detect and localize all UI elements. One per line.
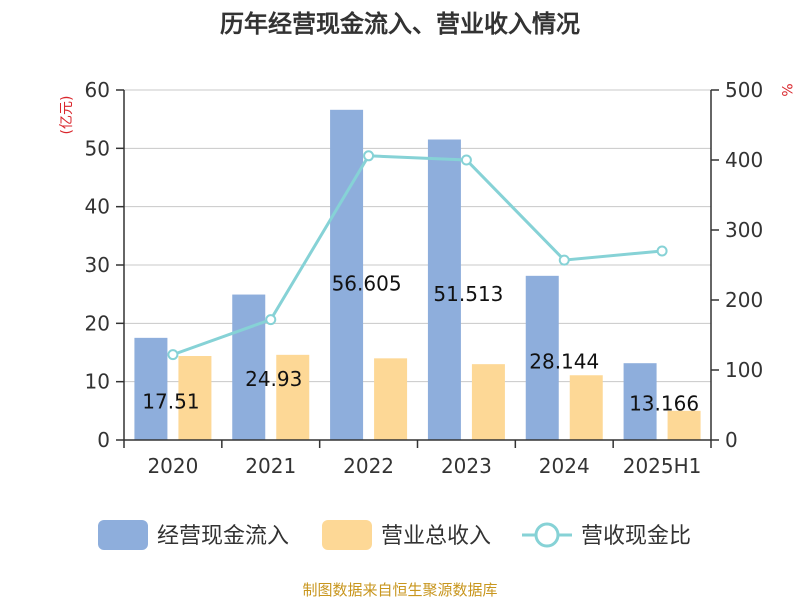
x-tick-label: 2023 bbox=[441, 454, 492, 478]
bar-labels: 17.51 24.93 56.605 51.513 28.144 13.166 bbox=[142, 272, 699, 416]
bar-value-label: 56.605 bbox=[332, 272, 402, 296]
bar-revenue[interactable] bbox=[374, 358, 408, 440]
bar-value-label: 13.166 bbox=[629, 391, 699, 415]
x-tick-label: 2021 bbox=[245, 454, 296, 478]
chart-title: 历年经营现金流入、营业收入情况 bbox=[220, 10, 580, 38]
bar-cashflow[interactable] bbox=[232, 294, 266, 440]
right-tick-label: 100 bbox=[725, 358, 763, 382]
legend-item-cashflow[interactable]: 经营现金流入 bbox=[98, 520, 289, 550]
ratio-point[interactable] bbox=[363, 150, 375, 162]
left-tick-label: 0 bbox=[97, 428, 110, 452]
legend: 经营现金流入 营业总收入 营收现金比 bbox=[98, 520, 691, 550]
bar-cashflow[interactable] bbox=[427, 139, 461, 440]
ratio-point[interactable] bbox=[656, 245, 668, 257]
bar-revenue[interactable] bbox=[471, 364, 505, 440]
bar-revenue[interactable] bbox=[569, 375, 603, 440]
left-tick-label: 30 bbox=[85, 253, 110, 277]
x-tick-label: 2024 bbox=[539, 454, 590, 478]
bar-revenue[interactable] bbox=[276, 354, 310, 440]
legend-label-cashflow: 经营现金流入 bbox=[157, 524, 289, 549]
left-tick-label: 10 bbox=[85, 370, 110, 394]
legend-label-ratio: 营收现金比 bbox=[581, 524, 691, 549]
bar-value-label: 17.51 bbox=[142, 390, 199, 414]
left-tick-label: 40 bbox=[85, 195, 110, 219]
bar-revenue[interactable] bbox=[667, 410, 701, 440]
left-tick-label: 60 bbox=[85, 78, 110, 102]
ratio-point[interactable] bbox=[265, 314, 277, 326]
right-tick-label: 200 bbox=[725, 288, 763, 312]
bar-revenue[interactable] bbox=[178, 356, 212, 440]
legend-item-revenue[interactable]: 营业总收入 bbox=[322, 520, 491, 550]
ratio-point[interactable] bbox=[167, 349, 179, 361]
ratio-line-path bbox=[172, 154, 663, 357]
legend-swatch-revenue bbox=[322, 520, 372, 550]
x-tick-label: 2022 bbox=[343, 454, 394, 478]
right-tick-label: 500 bbox=[725, 78, 763, 102]
left-tick-label: 20 bbox=[85, 311, 110, 335]
x-tick-label: 2025H1 bbox=[623, 454, 702, 478]
ratio-point[interactable] bbox=[558, 254, 570, 266]
axes: 0 10 20 30 40 50 60 0 100 200 300 400 500 2020 2021 202… bbox=[85, 78, 764, 478]
left-tick-label: 50 bbox=[85, 136, 110, 160]
bar-value-label: 28.144 bbox=[529, 349, 599, 373]
bar-cashflow[interactable] bbox=[623, 363, 657, 440]
legend-swatch-cashflow bbox=[98, 520, 148, 550]
bar-cashflow[interactable] bbox=[330, 109, 364, 440]
ratio-point[interactable] bbox=[460, 154, 472, 166]
right-tick-label: 300 bbox=[725, 218, 763, 242]
left-axis-unit: (亿元) bbox=[59, 96, 75, 135]
gridlines bbox=[124, 89, 711, 383]
bar-value-label: 24.93 bbox=[245, 367, 302, 391]
bar-cashflow[interactable] bbox=[134, 337, 168, 440]
bars bbox=[134, 109, 701, 440]
source-note: 制图数据来自恒生聚源数据库 bbox=[302, 581, 497, 599]
legend-label-revenue: 营业总收入 bbox=[381, 524, 491, 549]
bar-value-label: 51.513 bbox=[433, 282, 503, 306]
bar-cashflow[interactable] bbox=[525, 275, 559, 440]
legend-marker-ratio bbox=[534, 522, 560, 548]
right-axis-unit: % bbox=[778, 83, 794, 96]
ratio-line bbox=[167, 150, 668, 361]
right-tick-label: 400 bbox=[725, 148, 763, 172]
x-tick-label: 2020 bbox=[147, 454, 198, 478]
legend-item-ratio[interactable]: 营收现金比 bbox=[522, 522, 691, 549]
right-tick-label: 0 bbox=[725, 428, 738, 452]
